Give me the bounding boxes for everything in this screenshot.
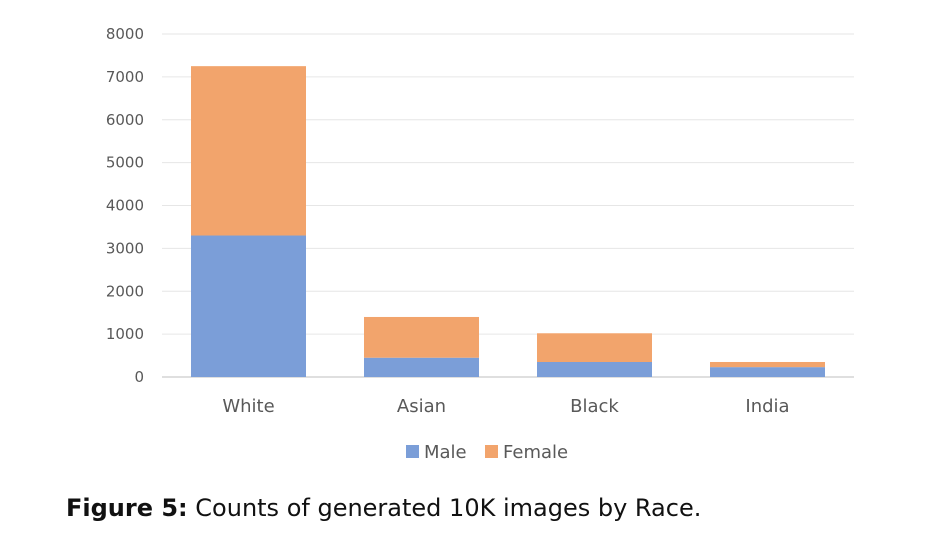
x-category-label: India — [745, 396, 789, 417]
x-category-label: White — [222, 396, 274, 417]
legend-swatch-male — [406, 445, 419, 458]
legend-label-female: Female — [503, 442, 568, 463]
bar-female-india — [710, 361, 825, 368]
bar-female-black — [537, 333, 652, 362]
bars — [191, 66, 825, 377]
x-category-label: Black — [570, 396, 619, 417]
bar-female-white — [191, 66, 306, 236]
y-tick-label: 5000 — [106, 154, 144, 172]
figure-caption: Figure 5: Counts of generated 10K images… — [66, 494, 701, 522]
bar-male-india — [710, 367, 825, 377]
y-tick-label: 3000 — [106, 239, 144, 257]
y-tick-label: 2000 — [106, 282, 144, 300]
bar-male-white — [191, 235, 306, 377]
stacked-bar-chart: 0 1000 2000 3000 4000 5000 6000 7000 8000 White A… — [106, 25, 854, 463]
x-category-label: Asian — [397, 396, 446, 417]
legend-label-male: Male — [424, 442, 467, 463]
caption-label: Figure 5: — [66, 494, 188, 522]
x-axis-labels: White Asian Black India — [222, 396, 789, 417]
legend: Male Female — [406, 442, 568, 463]
bar-female-asian — [364, 316, 479, 358]
y-tick-label: 8000 — [106, 25, 144, 43]
y-tick-label: 7000 — [106, 68, 144, 86]
legend-swatch-female — [485, 445, 498, 458]
y-tick-label: 4000 — [106, 197, 144, 215]
y-tick-label: 1000 — [106, 325, 144, 343]
bar-male-asian — [364, 357, 479, 377]
y-axis-ticks: 0 1000 2000 3000 4000 5000 6000 7000 8000 — [106, 25, 144, 386]
y-tick-label: 6000 — [106, 111, 144, 129]
bar-male-black — [537, 361, 652, 377]
caption-text: Counts of generated 10K images by Race. — [187, 494, 702, 522]
y-tick-label: 0 — [134, 368, 144, 386]
